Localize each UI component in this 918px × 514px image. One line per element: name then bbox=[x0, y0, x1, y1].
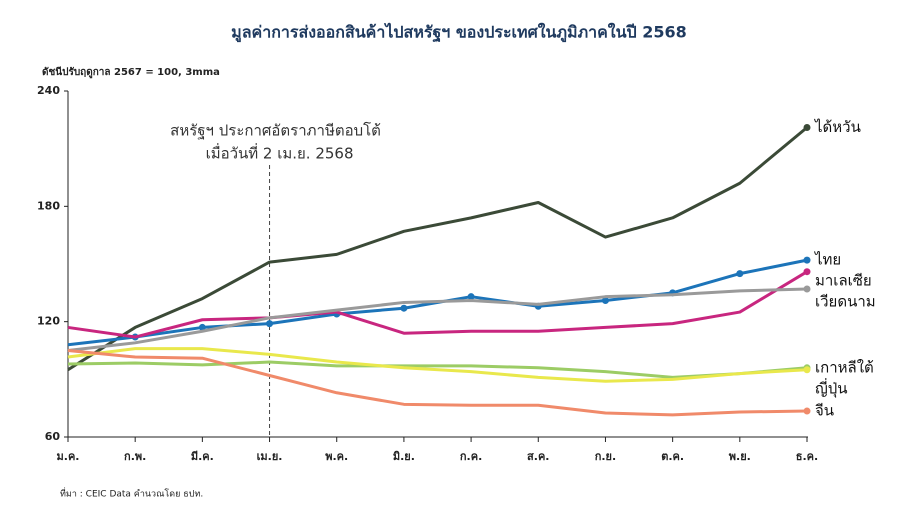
x-tick-label: เม.ย. bbox=[257, 450, 283, 463]
point bbox=[198, 323, 206, 331]
x-tick-label: ส.ค. bbox=[527, 450, 549, 463]
point bbox=[803, 256, 811, 264]
x-tick-label: ก.ค. bbox=[460, 450, 482, 463]
y-tick-label: 120 bbox=[37, 315, 60, 328]
line bbox=[67, 287, 808, 352]
x-tick-label: ม.ค. bbox=[57, 450, 80, 463]
x-tick-label: ก.พ. bbox=[124, 450, 146, 463]
legend-label: ได้หวัน bbox=[814, 118, 861, 136]
y-tick-label: 180 bbox=[37, 199, 60, 212]
x-tick-label: พ.ย. bbox=[729, 450, 751, 463]
x-tick-label: ต.ค. bbox=[661, 450, 684, 463]
line bbox=[67, 349, 808, 417]
legend-label: มาเลเซีย bbox=[815, 272, 872, 290]
point bbox=[400, 304, 408, 312]
x-tick-label: ก.ย. bbox=[595, 450, 616, 463]
legend-label: ญี่ปุ่น bbox=[815, 377, 848, 398]
x-tick-label: ธ.ค. bbox=[796, 450, 818, 463]
point bbox=[266, 320, 274, 328]
legend-label: เกาหลีใต้ bbox=[815, 358, 874, 376]
point bbox=[803, 407, 811, 415]
point bbox=[736, 270, 744, 278]
annotation: สหรัฐฯ ประกาศอัตราภาษีตอบโต้ bbox=[170, 122, 381, 140]
line bbox=[67, 360, 808, 379]
legend-label: ไทย bbox=[814, 251, 841, 269]
chart-title: มูลค่าการส่งออกสินค้าไปสหรัฐฯ ของประเทศใ… bbox=[231, 23, 687, 44]
x-tick-label: พ.ค. bbox=[325, 450, 348, 463]
point bbox=[803, 366, 811, 374]
point bbox=[803, 124, 811, 132]
annotation: เมื่อวันที่ 2 เม.ย. 2568 bbox=[206, 143, 354, 163]
x-tick-label: มิ.ย. bbox=[393, 450, 415, 463]
y-tick-label: 60 bbox=[45, 430, 61, 443]
point bbox=[803, 268, 811, 276]
y-axis-label: ดัชนีปรับฤดูกาล 2567 = 100, 3mma bbox=[42, 66, 220, 79]
y-tick-label: 240 bbox=[37, 84, 60, 97]
point bbox=[601, 297, 609, 305]
point bbox=[803, 285, 811, 293]
line bbox=[67, 270, 808, 339]
source: ที่มา : CEIC Data คำนวณโดย ธปท. bbox=[60, 487, 203, 500]
line bbox=[67, 347, 808, 383]
x-tick-label: มี.ค. bbox=[191, 450, 214, 463]
point bbox=[467, 293, 475, 301]
legend-label: เวียดนาม bbox=[815, 293, 876, 311]
legend-label: จีน bbox=[815, 402, 834, 420]
line bbox=[67, 126, 808, 371]
